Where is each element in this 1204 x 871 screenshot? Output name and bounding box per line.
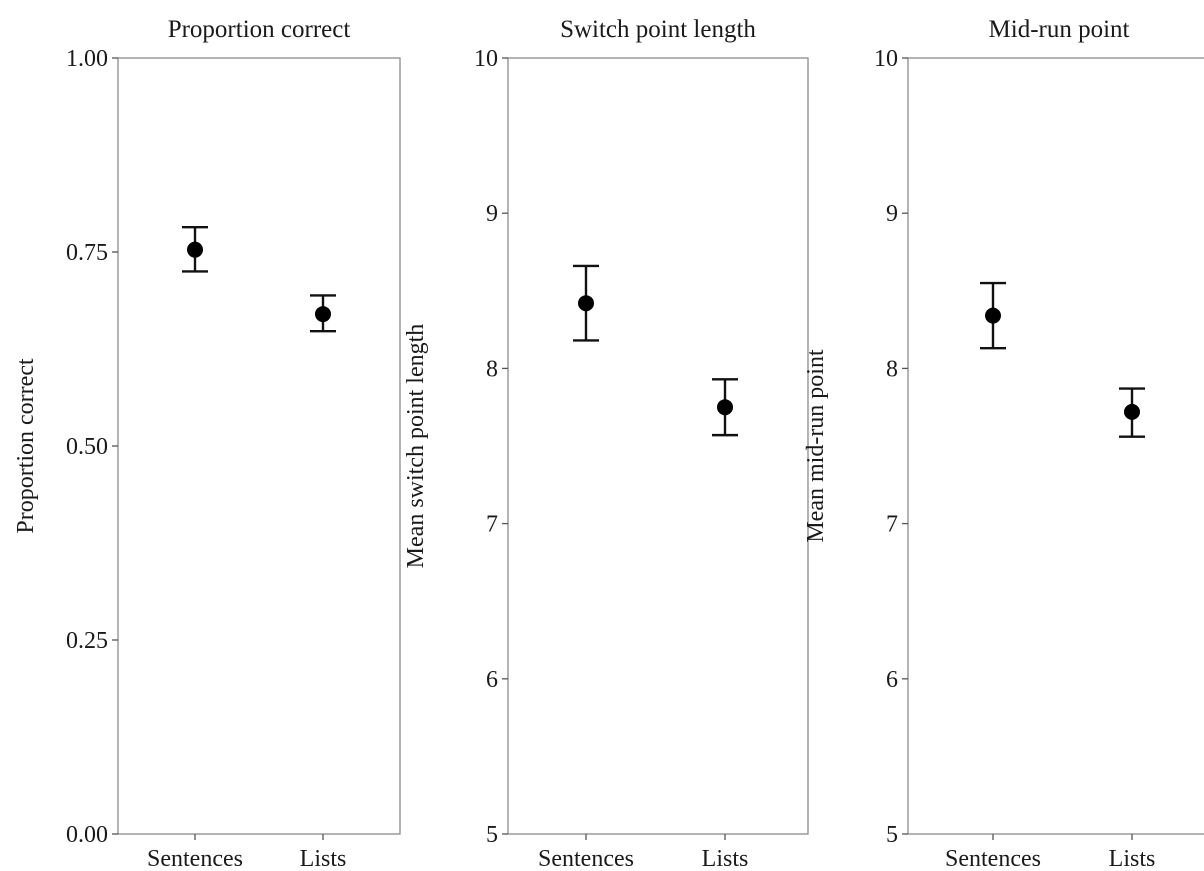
- data-point: [315, 306, 331, 323]
- x-tick-label: Sentences: [945, 846, 1041, 871]
- y-tick-label: 8: [486, 356, 498, 382]
- chart-panel-2: Switch point length 5 6 7 8 9 10 Mean switch po…: [403, 16, 809, 871]
- y-tick-label: 5: [886, 822, 898, 848]
- y-axis-label: Proportion correct: [13, 358, 39, 534]
- x-tick-label: Sentences: [538, 846, 634, 871]
- chart-panel-3: Mid-run point 5 6 7 8 9 10 Mean mid-run point Se…: [803, 16, 1204, 871]
- plot-frame: [907, 57, 1204, 835]
- plot-frame: [117, 57, 401, 835]
- plot-frame: [507, 57, 809, 835]
- data-point: [578, 295, 594, 312]
- chart-panel-1: Proportion correct 0.00 0.25 0.50 0.75 1.00 Pr…: [13, 16, 401, 871]
- y-tick-label: 0.75: [66, 240, 108, 266]
- y-axis-label: Mean mid-run point: [803, 349, 829, 543]
- y-tick-label: 9: [486, 201, 498, 227]
- y-tick-label: 7: [886, 512, 898, 538]
- y-tick-label: 8: [886, 356, 898, 382]
- x-tick-label: Lists: [702, 846, 749, 871]
- y-tick-label: 0.50: [66, 434, 108, 460]
- chart-title: Switch point length: [560, 16, 756, 43]
- data-point: [985, 307, 1001, 324]
- x-tick-label: Lists: [300, 846, 347, 871]
- y-tick-label: 0.25: [66, 628, 108, 654]
- chart-title: Proportion correct: [168, 16, 351, 43]
- data-point: [717, 399, 733, 416]
- y-tick-label: 0.00: [66, 822, 108, 848]
- x-tick-label: Lists: [1109, 846, 1156, 871]
- y-axis-label: Mean switch point length: [403, 324, 429, 569]
- y-tick-label: 7: [486, 512, 498, 538]
- data-point: [187, 241, 203, 258]
- y-tick-label: 6: [486, 667, 498, 693]
- y-tick-label: 10: [474, 46, 498, 72]
- y-tick-label: 9: [886, 201, 898, 227]
- y-tick-label: 10: [874, 46, 898, 72]
- chart-title: Mid-run point: [989, 16, 1130, 43]
- x-tick-label: Sentences: [147, 846, 243, 871]
- y-tick-label: 5: [486, 822, 498, 848]
- y-tick-label: 6: [886, 667, 898, 693]
- data-point: [1124, 403, 1140, 420]
- y-tick-label: 1.00: [66, 46, 108, 72]
